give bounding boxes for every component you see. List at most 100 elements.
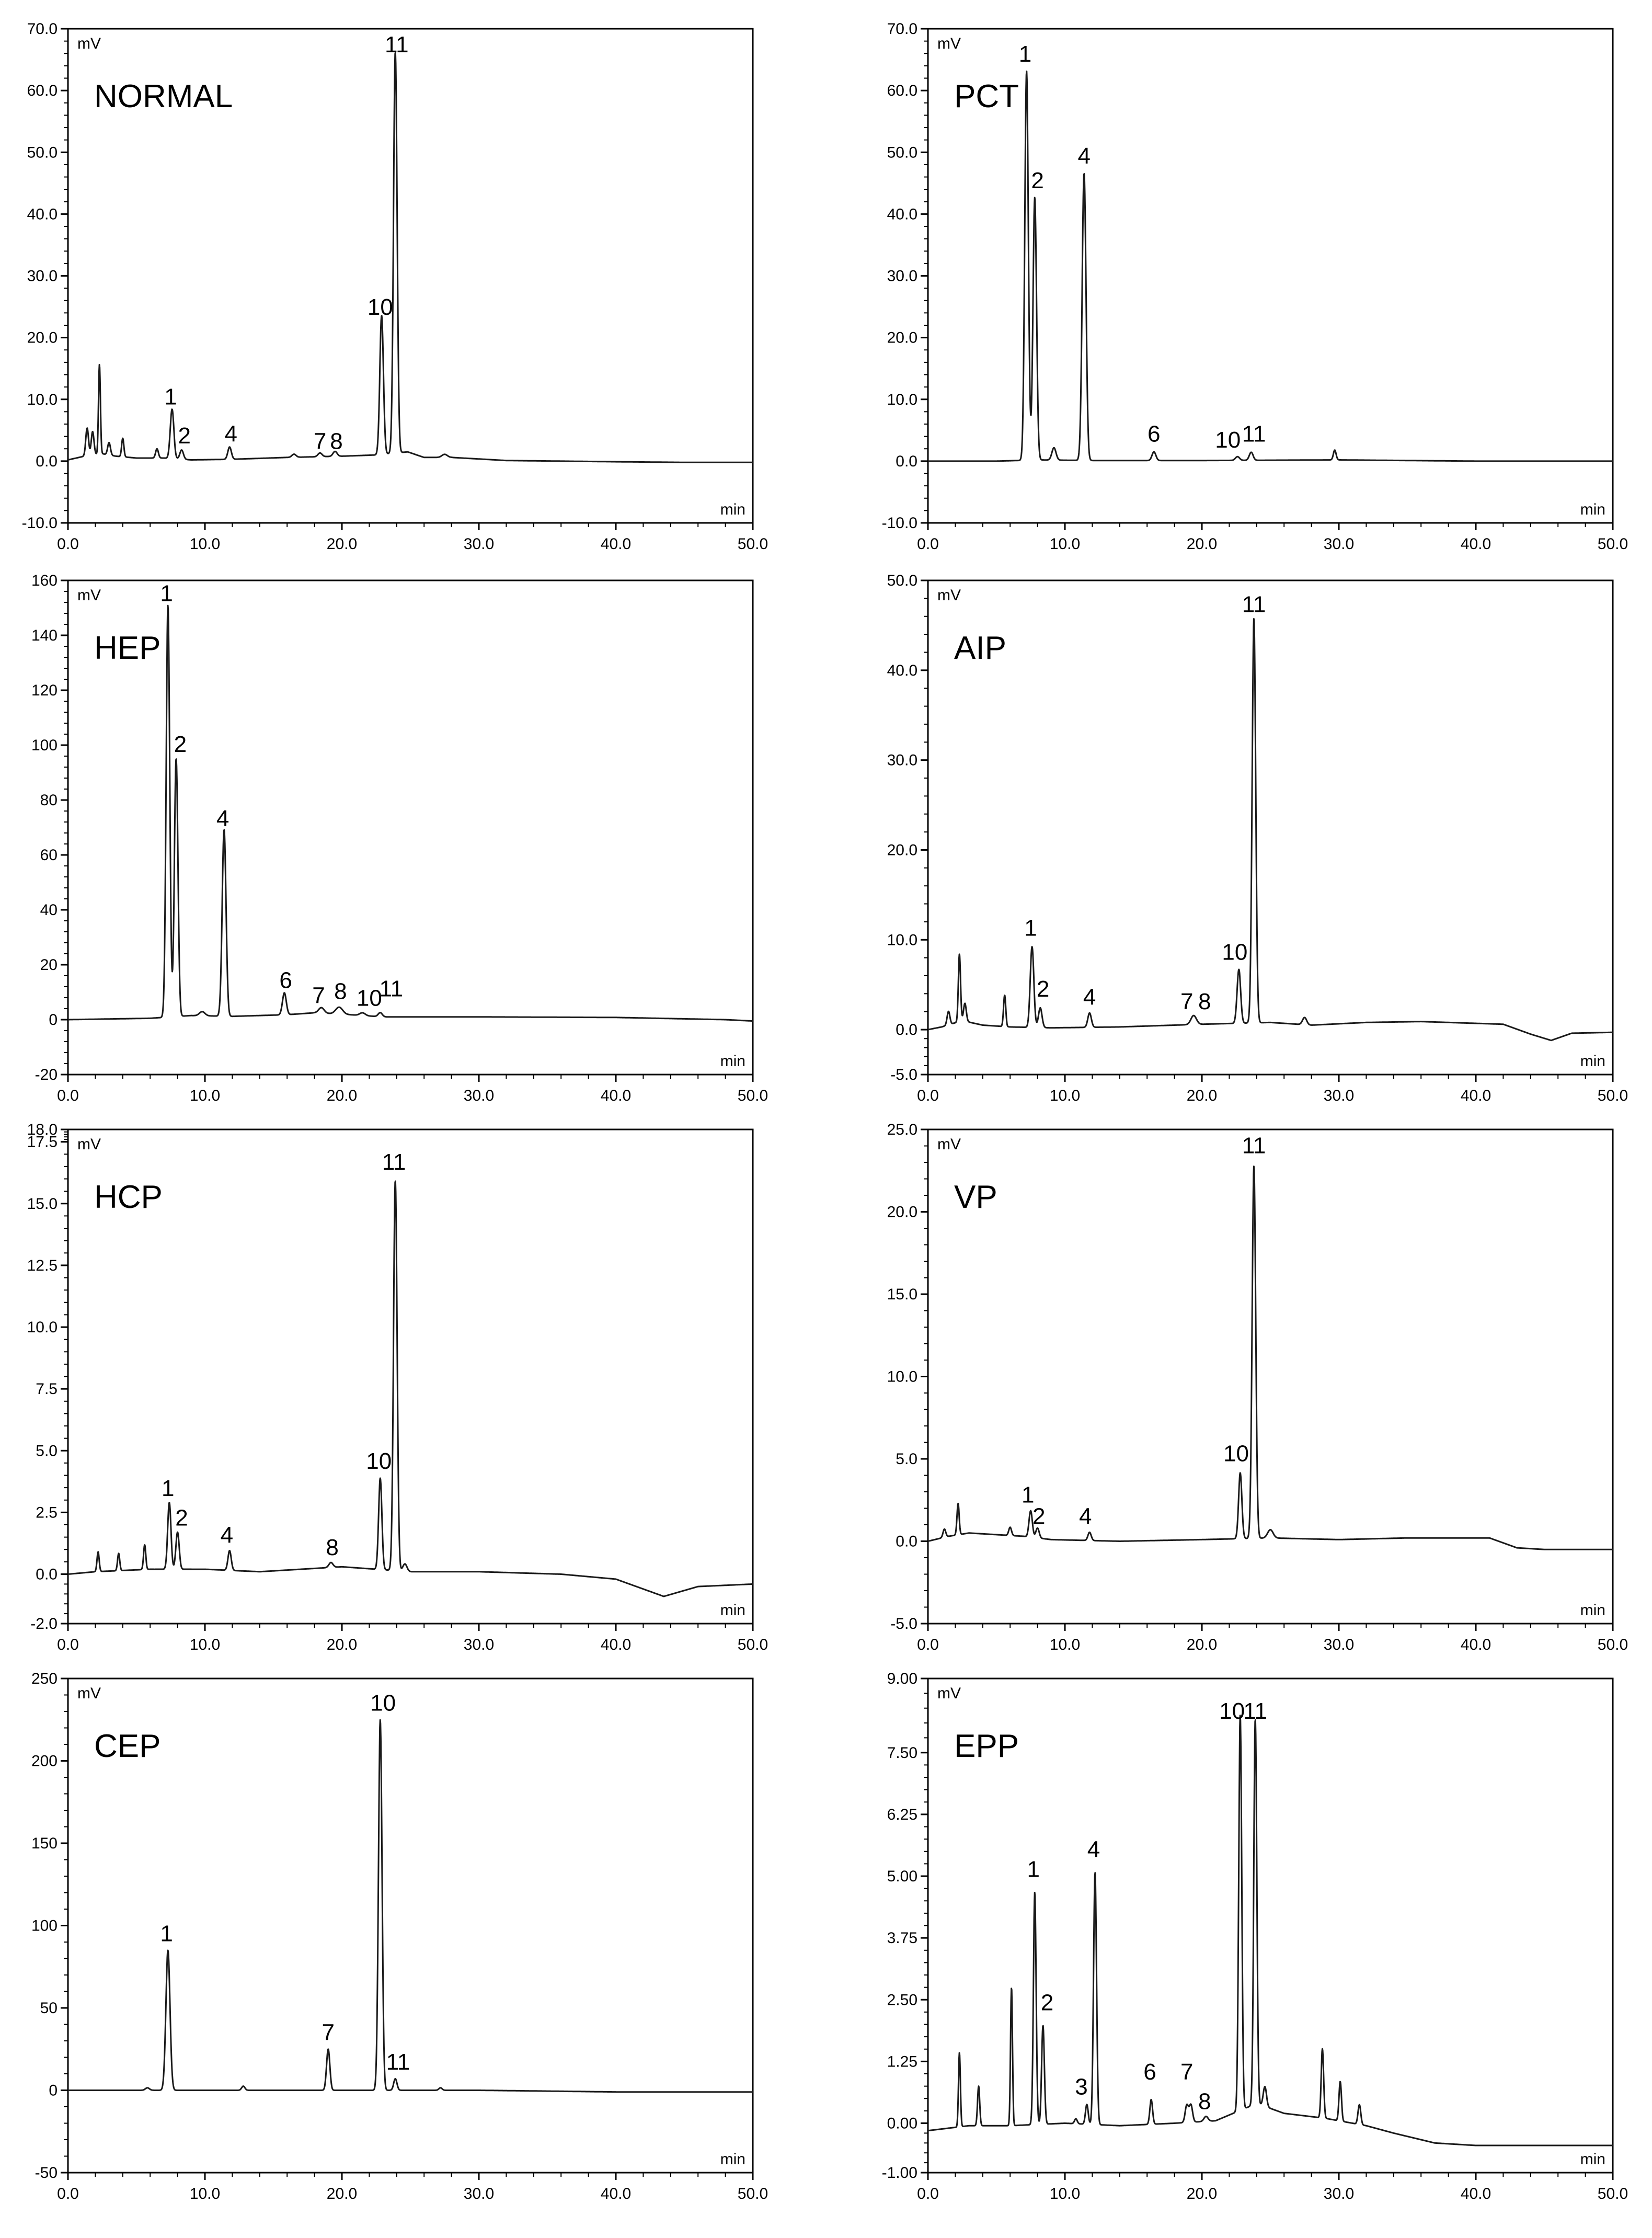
peak-label: 1 bbox=[160, 580, 173, 606]
x-tick-label: 50.0 bbox=[1598, 1636, 1628, 1653]
x-tick-label: 0.0 bbox=[917, 1087, 939, 1104]
y-tick-label: 5.0 bbox=[896, 1451, 917, 1468]
y-tick-label: 200 bbox=[31, 1753, 58, 1770]
x-tick-label: 40.0 bbox=[1461, 2185, 1491, 2202]
y-unit-label: mV bbox=[937, 1685, 961, 1702]
peak-label: 8 bbox=[334, 979, 347, 1004]
y-tick-label: 5.00 bbox=[887, 1868, 917, 1885]
x-tick-label: 50.0 bbox=[738, 535, 768, 553]
peak-label: 7 bbox=[314, 429, 326, 454]
y-tick-label: 20 bbox=[40, 956, 58, 974]
y-tick-label: 12.5 bbox=[27, 1257, 58, 1274]
y-tick-label: 0.0 bbox=[896, 453, 917, 470]
chromatogram-panel: 0.0 10.0 20.0 30.0 40.0 50.0 -1.00 0.00 1.25 2.50… bbox=[882, 1670, 1628, 2202]
x-tick-label: 20.0 bbox=[1187, 535, 1217, 553]
y-tick-label: -5.0 bbox=[890, 1615, 917, 1632]
peak-label: 4 bbox=[1083, 985, 1096, 1010]
x-unit-label: min bbox=[720, 501, 745, 518]
x-unit-label: min bbox=[1580, 1602, 1605, 1619]
x-tick-label: 30.0 bbox=[1324, 1087, 1354, 1104]
y-tick-label: 20.0 bbox=[27, 329, 58, 347]
y-tick-label: 6.25 bbox=[887, 1806, 917, 1823]
x-tick-label: 0.0 bbox=[917, 1636, 939, 1653]
peak-label: 11 bbox=[379, 976, 403, 1001]
x-tick-label: 30.0 bbox=[1324, 1636, 1354, 1653]
y-tick-label: 100 bbox=[31, 1917, 58, 1935]
peak-label: 1 bbox=[1024, 915, 1037, 941]
peak-label: 10 bbox=[1215, 427, 1241, 453]
chromatogram-panel: 0.0 10.0 20.0 30.0 40.0 50.0-2002040608010012… bbox=[31, 572, 768, 1104]
x-tick-label: 30.0 bbox=[464, 1636, 494, 1653]
y-tick-label: 30.0 bbox=[887, 752, 917, 769]
y-tick-label: 0.0 bbox=[36, 453, 58, 470]
peak-label: 10 bbox=[357, 986, 382, 1011]
x-tick-label: 10.0 bbox=[190, 2185, 220, 2202]
x-tick-label: 20.0 bbox=[327, 1636, 357, 1653]
chromatogram-trace bbox=[927, 70, 1613, 462]
y-unit-label: mV bbox=[77, 1685, 101, 1702]
x-tick-label: 50.0 bbox=[738, 1636, 768, 1653]
x-tick-label: 40.0 bbox=[601, 2185, 631, 2202]
x-unit-label: min bbox=[1580, 501, 1605, 518]
y-tick-label: 40.0 bbox=[887, 205, 917, 223]
y-tick-label: 20.0 bbox=[887, 1204, 917, 1221]
x-unit-label: min bbox=[720, 1602, 745, 1619]
y-tick-label: 50 bbox=[40, 2000, 58, 2017]
y-unit-label: mV bbox=[937, 587, 961, 604]
panel-title: VP bbox=[954, 1179, 997, 1215]
x-tick-label: 40.0 bbox=[1461, 1087, 1491, 1104]
y-tick-label: 0.0 bbox=[896, 1533, 917, 1550]
y-tick-label: 10.0 bbox=[887, 931, 917, 949]
peak-label: 10 bbox=[368, 294, 393, 320]
y-tick-label: 60.0 bbox=[27, 82, 58, 99]
y-tick-label: -20 bbox=[35, 1066, 58, 1083]
chromatogram-panel: 0.0 10.0 20.0 30.0 40.0 50.0-10.00.010.020.03… bbox=[882, 20, 1628, 553]
peak-label: 2 bbox=[1032, 1503, 1045, 1529]
y-unit-label: mV bbox=[77, 35, 101, 52]
y-tick-label: 50.0 bbox=[27, 144, 58, 161]
peak-label: 7 bbox=[312, 983, 325, 1008]
chromatogram-trace bbox=[67, 1719, 753, 2093]
y-tick-label: 7.50 bbox=[887, 1744, 917, 1762]
y-tick-label: -10.0 bbox=[22, 515, 58, 532]
x-tick-label: 0.0 bbox=[57, 535, 79, 553]
peak-label: 1 bbox=[1022, 1482, 1034, 1508]
x-tick-label: 10.0 bbox=[190, 535, 220, 553]
x-tick-label: 30.0 bbox=[464, 535, 494, 553]
y-tick-label: 10.0 bbox=[27, 391, 58, 408]
y-tick-label: 40.0 bbox=[887, 662, 917, 679]
plot-frame bbox=[927, 1677, 1614, 2174]
y-tick-label: 3.75 bbox=[887, 1929, 917, 1947]
panel-title: AIP bbox=[954, 630, 1006, 666]
y-tick-label: 40.0 bbox=[27, 205, 58, 223]
x-unit-label: min bbox=[1580, 1053, 1605, 1070]
plot-frame bbox=[67, 579, 754, 1076]
panel-title: HEP bbox=[94, 630, 160, 666]
panel-title: CEP bbox=[94, 1728, 160, 1764]
y-unit-label: mV bbox=[937, 1136, 961, 1153]
y-tick-label: 70.0 bbox=[27, 20, 58, 38]
x-tick-label: 40.0 bbox=[1461, 1636, 1491, 1653]
peak-label: 3 bbox=[1075, 2074, 1087, 2099]
y-tick-label: 10.0 bbox=[27, 1319, 58, 1336]
y-unit-label: mV bbox=[77, 1136, 101, 1153]
y-tick-label: 60 bbox=[40, 847, 58, 864]
x-unit-label: min bbox=[720, 2151, 745, 2168]
y-tick-label: 25.0 bbox=[887, 1121, 917, 1138]
plot-frame bbox=[927, 28, 1614, 524]
peak-label: 2 bbox=[1041, 1990, 1053, 2016]
y-tick-label: 10.0 bbox=[887, 1368, 917, 1386]
y-tick-label: 30.0 bbox=[27, 268, 58, 285]
x-tick-label: 50.0 bbox=[738, 1087, 768, 1104]
y-tick-label: -1.00 bbox=[882, 2164, 917, 2182]
peak-label: 6 bbox=[1143, 2059, 1156, 2085]
chromatogram-panel: 0.0 10.0 20.0 30.0 40.0 50.0-5.00.010.020.030… bbox=[887, 572, 1628, 1104]
peak-label: 1 bbox=[160, 1921, 173, 1946]
peak-label: 11 bbox=[1243, 1698, 1267, 1724]
x-tick-label: 40.0 bbox=[1461, 535, 1491, 553]
y-tick-label: -5.0 bbox=[890, 1066, 917, 1083]
chromatogram-panel: 0.0 10.0 20.0 30.0 40.0 50.0-10.00.010.020.03… bbox=[22, 20, 768, 553]
chromatogram-trace bbox=[927, 1166, 1613, 1550]
chromatogram-trace bbox=[67, 1180, 753, 1597]
panel-title: EPP bbox=[954, 1728, 1019, 1764]
